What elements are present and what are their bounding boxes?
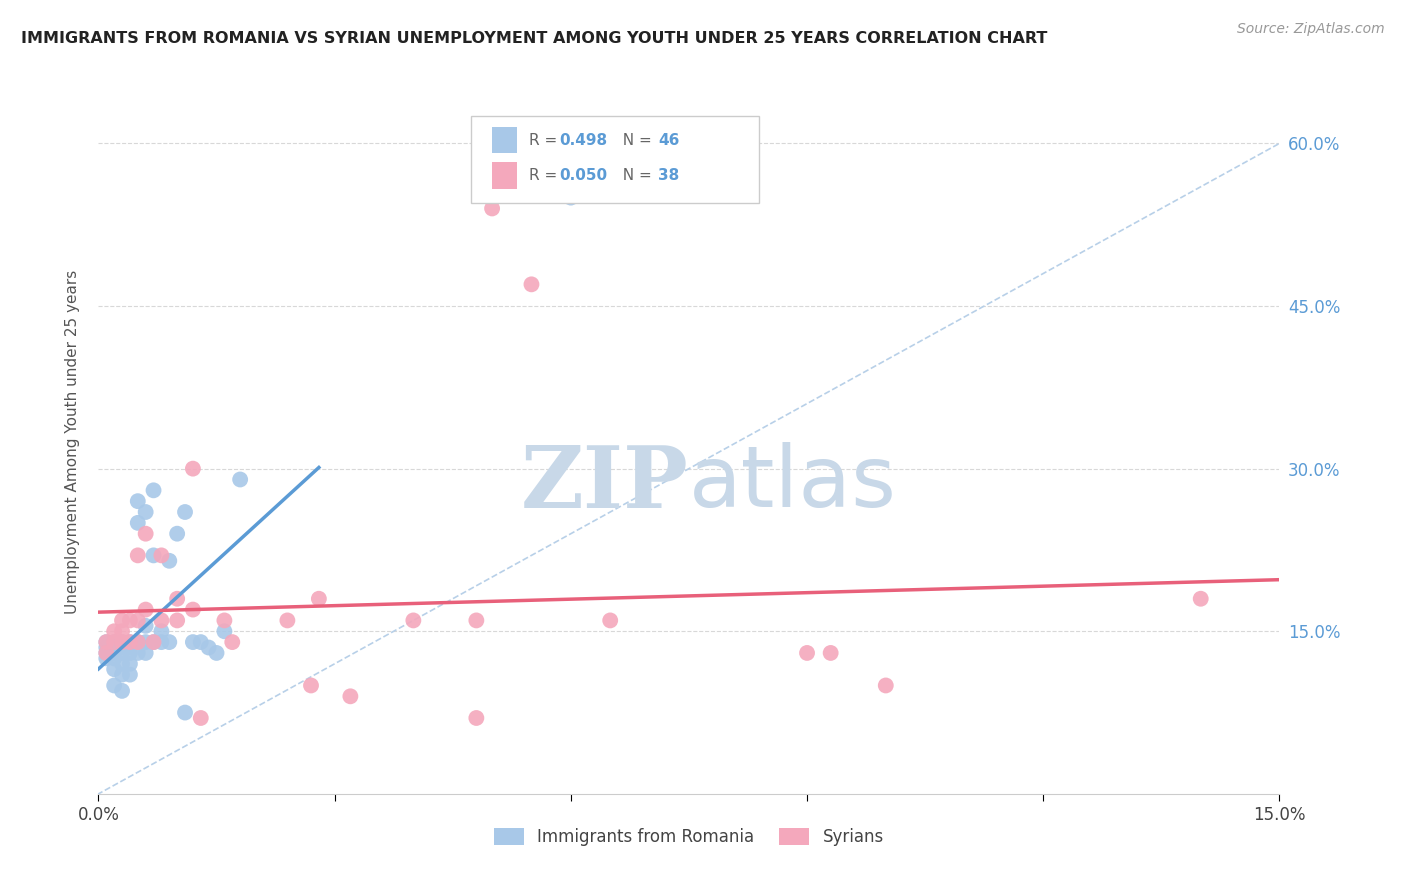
Point [481, 202, 503, 216]
Point [103, 624, 125, 639]
Point [103, 662, 125, 676]
Point [166, 526, 188, 541]
Text: R =: R = [529, 133, 562, 147]
Point [103, 651, 125, 665]
Point [96, 635, 118, 649]
Point [308, 591, 330, 606]
Point [174, 505, 197, 519]
Point [190, 711, 212, 725]
Point [190, 635, 212, 649]
Point [103, 678, 125, 692]
Point [118, 646, 141, 660]
Point [166, 614, 188, 628]
Point [465, 711, 488, 725]
Point [103, 646, 125, 660]
Point [1189, 591, 1212, 606]
Point [142, 549, 165, 563]
Text: 0.050: 0.050 [560, 169, 607, 183]
Point [127, 635, 149, 649]
Point [111, 684, 134, 698]
Point [103, 635, 125, 649]
Point [127, 646, 149, 660]
Point [135, 505, 157, 519]
Point [181, 461, 204, 475]
Point [560, 191, 582, 205]
Point [127, 635, 149, 649]
Point [197, 640, 219, 655]
Point [127, 549, 149, 563]
Point [96, 646, 118, 660]
Point [118, 657, 141, 671]
Point [150, 635, 173, 649]
Point [103, 640, 125, 655]
Point [820, 646, 842, 660]
Text: 0.498: 0.498 [560, 133, 607, 147]
Point [157, 554, 180, 568]
Point [174, 706, 197, 720]
Point [157, 635, 180, 649]
Point [135, 635, 157, 649]
Point [520, 277, 543, 292]
Point [118, 640, 141, 655]
Point [599, 614, 621, 628]
Text: ZIP: ZIP [522, 442, 689, 525]
Point [135, 526, 157, 541]
Y-axis label: Unemployment Among Youth under 25 years: Unemployment Among Youth under 25 years [65, 269, 80, 614]
Text: IMMIGRANTS FROM ROMANIA VS SYRIAN UNEMPLOYMENT AMONG YOUTH UNDER 25 YEARS CORREL: IMMIGRANTS FROM ROMANIA VS SYRIAN UNEMPL… [21, 31, 1047, 46]
Point [111, 635, 134, 649]
Point [166, 591, 188, 606]
Text: 46: 46 [658, 133, 679, 147]
Point [118, 614, 141, 628]
Text: N =: N = [613, 169, 657, 183]
Point [127, 516, 149, 530]
Point [111, 667, 134, 681]
Point [465, 614, 488, 628]
Point [111, 635, 134, 649]
Text: 38: 38 [658, 169, 679, 183]
Point [127, 614, 149, 628]
Point [135, 602, 157, 616]
Point [796, 646, 818, 660]
Point [96, 646, 118, 660]
Text: N =: N = [613, 133, 657, 147]
Point [111, 640, 134, 655]
Point [111, 657, 134, 671]
Point [103, 635, 125, 649]
Point [135, 646, 157, 660]
Point [276, 614, 298, 628]
Point [150, 614, 173, 628]
Point [142, 635, 165, 649]
Point [229, 473, 252, 487]
Text: Source: ZipAtlas.com: Source: ZipAtlas.com [1237, 22, 1385, 37]
Point [402, 614, 425, 628]
Point [96, 640, 118, 655]
Point [118, 635, 141, 649]
Point [181, 602, 204, 616]
Point [127, 494, 149, 508]
Point [214, 614, 236, 628]
Point [205, 646, 228, 660]
Point [221, 635, 243, 649]
Text: atlas: atlas [689, 442, 897, 525]
Point [118, 635, 141, 649]
Text: R =: R = [529, 169, 562, 183]
Point [299, 678, 322, 692]
Point [142, 483, 165, 498]
Point [214, 624, 236, 639]
Point [111, 614, 134, 628]
Legend: Immigrants from Romania, Syrians: Immigrants from Romania, Syrians [488, 821, 890, 853]
Point [118, 667, 141, 681]
Point [96, 651, 118, 665]
Point [150, 549, 173, 563]
Point [339, 690, 361, 704]
Point [142, 635, 165, 649]
Point [135, 619, 157, 633]
Point [181, 635, 204, 649]
Point [111, 624, 134, 639]
Point [875, 678, 897, 692]
Point [150, 624, 173, 639]
Point [96, 635, 118, 649]
Point [111, 646, 134, 660]
